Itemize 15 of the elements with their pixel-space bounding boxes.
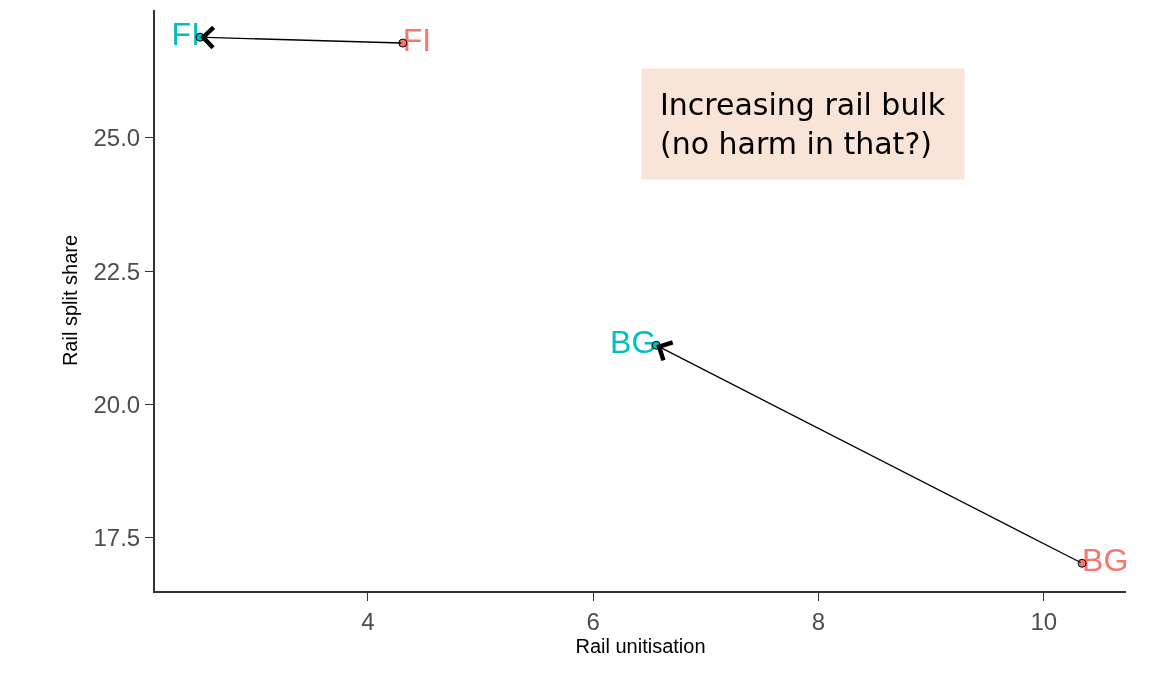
x-tick-label: 8 bbox=[811, 607, 826, 635]
data-label: BG bbox=[610, 324, 657, 361]
data-label: BG bbox=[1082, 542, 1129, 579]
y-tick-label: 22.5 bbox=[93, 257, 141, 285]
data-label: FI bbox=[171, 16, 201, 53]
x-tick-label: 4 bbox=[361, 607, 375, 635]
data-label: FI bbox=[402, 22, 432, 59]
y-axis-title: Rail split share bbox=[59, 234, 82, 367]
y-tick-label: 20.0 bbox=[93, 390, 141, 418]
x-tick-label: 6 bbox=[586, 607, 600, 635]
x-axis-title: Rail unitisation bbox=[575, 634, 706, 657]
x-tick-label: 10 bbox=[1030, 607, 1058, 635]
y-tick-label: 25.0 bbox=[93, 124, 141, 152]
annotation: Increasing rail bulk (no harm in that?) bbox=[660, 87, 946, 161]
y-tick-label: 17.5 bbox=[93, 524, 141, 552]
